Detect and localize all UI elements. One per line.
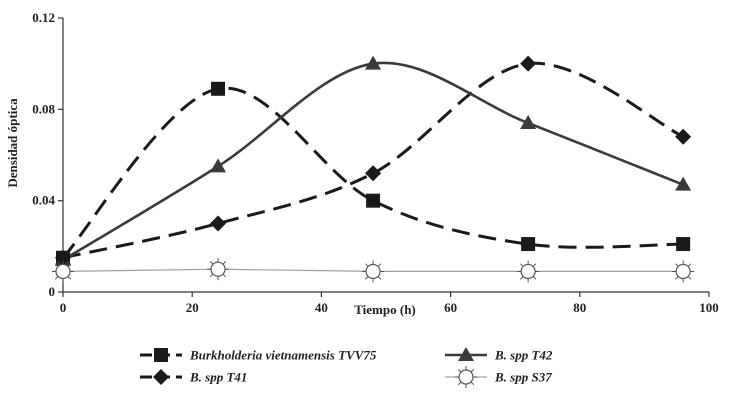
x-tick-label: 0	[60, 300, 67, 315]
axes: 0 0.04 0.08 0.12 0 20 40 60 80 100 Tiempo (h) Densi…	[5, 10, 719, 317]
y-tick-label: 0	[49, 284, 56, 299]
y-tick-label: 0.12	[32, 10, 55, 25]
x-tick-label: 80	[573, 300, 586, 315]
data-point-3-0	[52, 260, 74, 283]
data-point-0-4	[676, 237, 691, 252]
x-axis-title: Tiempo (h)	[354, 302, 416, 317]
legend-marker	[153, 369, 169, 385]
legend-label: B. spp S37	[494, 370, 552, 385]
legend-marker	[458, 347, 474, 361]
legend-marker	[154, 348, 168, 362]
data-point-0-1	[211, 81, 226, 96]
series-line-2	[62, 61, 684, 260]
legend-label: B. spp T42	[494, 348, 553, 363]
legend-item-0: Burkholderia vietnamensis TVV75	[140, 348, 377, 363]
x-tick-label: 100	[699, 300, 719, 315]
legend-item-2: B. spp T41	[140, 369, 247, 385]
legend-label: Burkholderia vietnamensis TVV75	[189, 348, 377, 363]
data-point-0-2	[366, 193, 381, 208]
data-point-2-0	[55, 249, 71, 266]
y-axis-title: Densidad óptica	[5, 98, 20, 188]
data-point-2-2	[365, 165, 382, 182]
y-tick-label: 0.04	[32, 193, 55, 208]
legend-marker	[455, 366, 477, 388]
legend-item-1: B. spp T42	[445, 347, 553, 363]
data-point-0-3	[521, 237, 536, 252]
data-point-2-4	[675, 128, 692, 145]
legend-item-3: B. spp S37	[445, 366, 552, 388]
data-point-1-4	[675, 176, 692, 191]
data-point-3-4	[672, 260, 695, 283]
data-point-1-2	[365, 55, 382, 70]
data-point-1-3	[520, 115, 537, 130]
x-tick-label: 20	[186, 300, 199, 315]
y-tick-label: 0.08	[32, 101, 55, 116]
legend: Burkholderia vietnamensis TVV75 B. spp T4…	[140, 347, 553, 388]
data-point-3-3	[517, 260, 540, 283]
series-markers	[52, 55, 695, 283]
legend-label: B. spp T41	[189, 370, 247, 385]
data-point-1-1	[210, 158, 227, 173]
data-point-3-1	[207, 258, 230, 281]
series-line-1	[62, 61, 684, 262]
data-point-2-1	[210, 215, 227, 232]
x-tick-label: 60	[444, 300, 457, 315]
series-line-0	[61, 86, 684, 259]
data-point-2-3	[520, 55, 537, 72]
data-point-3-2	[362, 260, 385, 283]
x-tick-label: 40	[315, 300, 328, 315]
